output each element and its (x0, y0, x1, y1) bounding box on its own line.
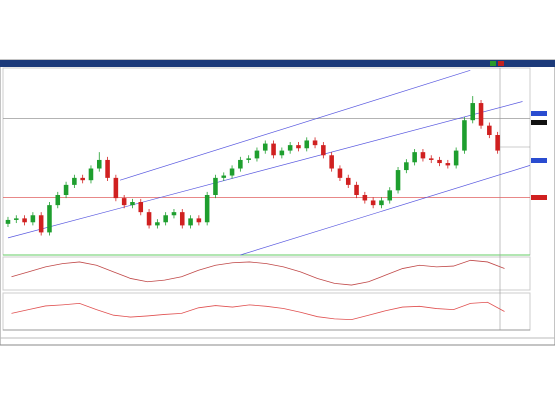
indicator-line (11, 301, 505, 321)
candle-body (271, 143, 276, 156)
candle-body (38, 215, 44, 233)
candle-body (188, 218, 193, 226)
candle-body (254, 150, 260, 159)
candle-body (113, 177, 119, 199)
candle-body (204, 195, 210, 223)
candle-body (5, 219, 11, 224)
candle-body (428, 158, 434, 160)
candle-body (287, 145, 293, 151)
candle-body (420, 152, 426, 159)
candle-body (88, 168, 94, 181)
candle-body (304, 140, 310, 149)
title-tag (490, 61, 496, 66)
axis-tag (531, 158, 547, 163)
candle-body (262, 143, 268, 151)
title-bar (0, 60, 555, 67)
candle-body (163, 215, 168, 223)
title-tag (498, 61, 504, 66)
indicator-line (11, 259, 505, 286)
candle-body (238, 159, 243, 169)
candle-body (130, 202, 135, 206)
window-frame (0, 59, 555, 346)
candle-body (379, 200, 384, 206)
candle-body (246, 158, 251, 160)
candle-body (345, 177, 351, 185)
trend-line (240, 165, 531, 256)
candle-body (13, 218, 19, 220)
candle-body (146, 212, 152, 226)
candle-body (453, 150, 459, 166)
candle-body (387, 190, 393, 201)
candle-body (296, 145, 301, 149)
candle-body (312, 140, 318, 146)
candle-body (279, 150, 285, 156)
candle-body (395, 170, 401, 191)
candle-body (179, 212, 185, 226)
candle-body (55, 195, 61, 206)
candle-body (196, 218, 202, 223)
candle-body (47, 205, 52, 233)
candle-body (72, 177, 77, 185)
candle-body (22, 218, 27, 223)
trend-line (119, 70, 471, 181)
candle-body (213, 177, 218, 196)
candle-body (121, 198, 127, 206)
candle-body (470, 103, 476, 121)
candle-body (138, 202, 144, 213)
candle-body (229, 168, 235, 176)
candle-body (105, 159, 110, 178)
candle-body (487, 125, 492, 136)
oscillator-panel (2, 256, 531, 291)
candle-body (321, 145, 326, 156)
candle-body (437, 159, 442, 164)
axis-tag (531, 120, 547, 125)
candle-body (96, 159, 102, 169)
candle-body (462, 120, 467, 151)
axis-tag (531, 111, 547, 116)
candle-body (155, 222, 160, 226)
candle-body (354, 184, 359, 196)
candle-body (370, 200, 376, 206)
candle-body (495, 135, 500, 151)
trend-line (7, 101, 523, 239)
candle-body (412, 152, 417, 163)
candle-body (404, 162, 409, 171)
candle-body (362, 195, 368, 201)
candle-body (478, 103, 484, 126)
candle-body (337, 168, 343, 178)
axis-tag (531, 195, 547, 200)
candle-body (80, 177, 85, 181)
candle-body (30, 215, 36, 223)
candle-body (445, 163, 451, 166)
candle-body (221, 175, 227, 178)
candle-body (171, 212, 177, 216)
candle-body (63, 184, 69, 196)
candle-body (329, 155, 334, 169)
